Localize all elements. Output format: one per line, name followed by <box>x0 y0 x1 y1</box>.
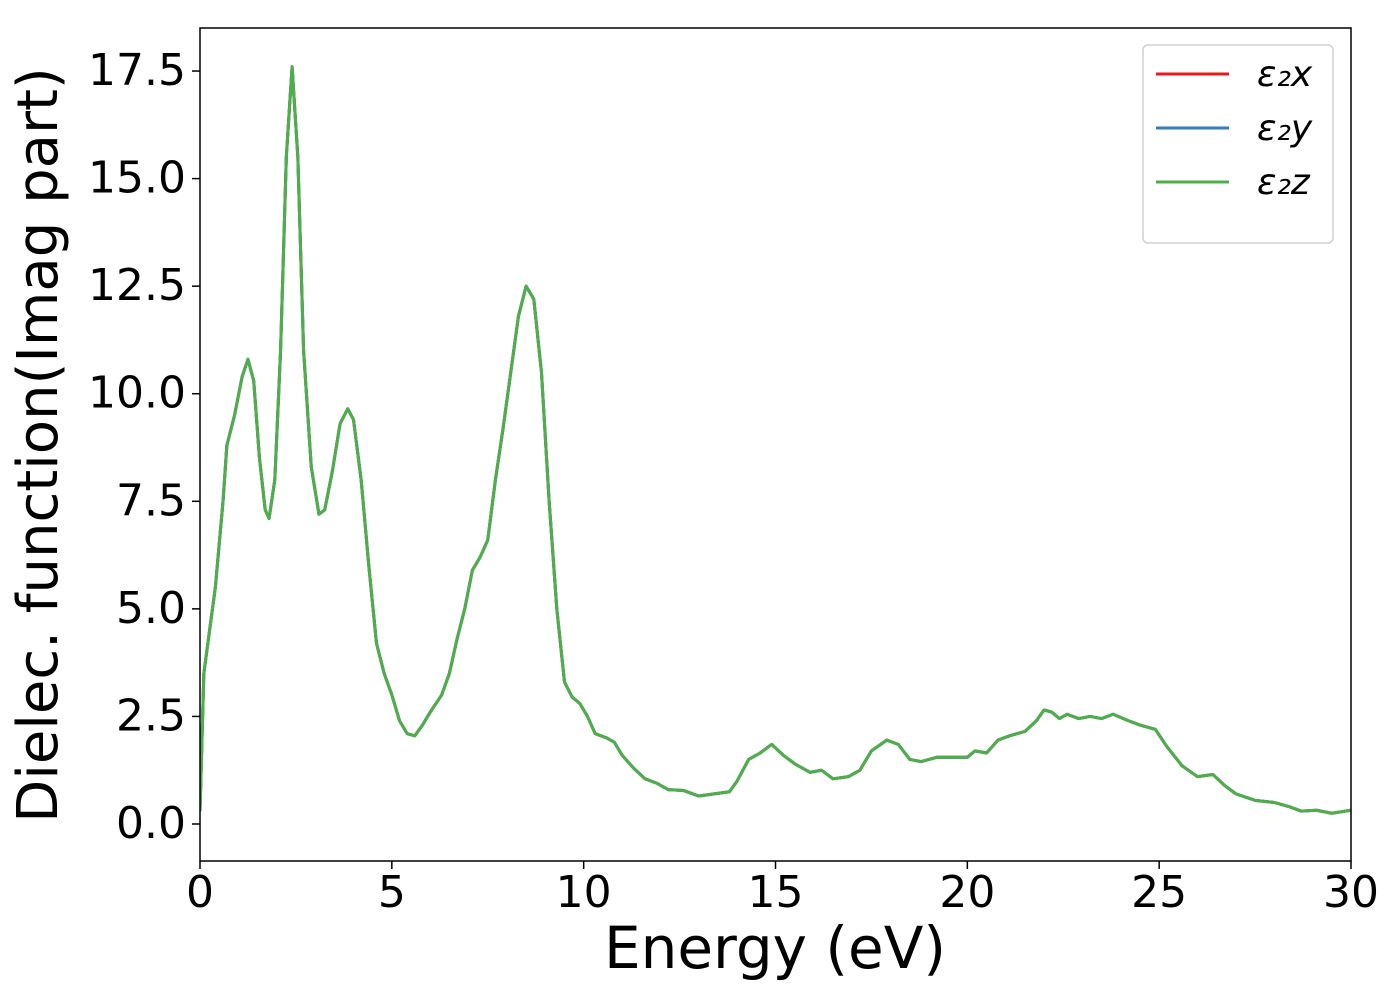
data-line <box>200 65 1351 815</box>
x-tick-label: 20 <box>939 867 995 918</box>
y-tick-label: 17.5 <box>88 45 186 96</box>
x-tick-label: 25 <box>1131 867 1187 918</box>
legend-label: ε₂x <box>1257 54 1313 95</box>
legend-label: ε₂y <box>1257 108 1313 149</box>
y-tick-label: 2.5 <box>116 690 186 741</box>
y-axis-label: Dielec. function(Imag part) <box>6 67 71 823</box>
plot-frame <box>199 27 1352 862</box>
x-tick-label: 5 <box>378 867 406 918</box>
x-tick-label: 10 <box>556 867 612 918</box>
x-tick-label: 15 <box>748 867 804 918</box>
legend-label: ε₂z <box>1257 162 1311 203</box>
y-tick-label: 12.5 <box>88 260 186 311</box>
y-tick-label: 15.0 <box>88 153 186 204</box>
legend-box <box>1142 44 1334 244</box>
y-tick-label: 7.5 <box>116 475 186 526</box>
x-tick-label: 0 <box>186 867 214 918</box>
y-tick-label: 10.0 <box>88 368 186 419</box>
x-axis-label: Energy (eV) <box>604 914 946 982</box>
x-tick-label: 30 <box>1323 867 1379 918</box>
y-tick-label: 5.0 <box>116 583 186 634</box>
y-tick-label: 0.0 <box>116 798 186 849</box>
